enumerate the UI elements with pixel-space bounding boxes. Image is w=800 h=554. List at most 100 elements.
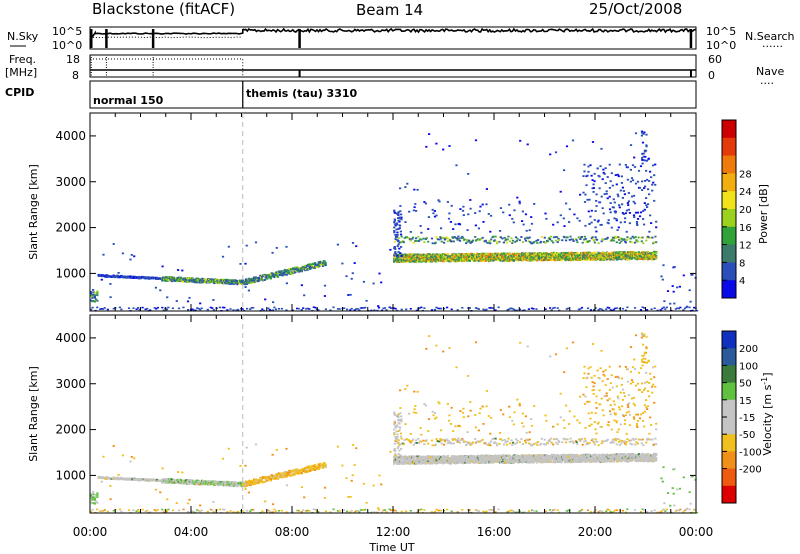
data-cell <box>533 203 536 205</box>
data-cell <box>459 208 462 210</box>
data-cell <box>469 199 472 201</box>
data-cell <box>646 178 649 181</box>
data-cell <box>93 300 96 303</box>
data-cell <box>254 276 257 279</box>
data-cell <box>679 306 682 309</box>
data-cell <box>188 280 191 283</box>
data-cell <box>241 308 244 310</box>
data-cell <box>518 200 521 203</box>
data-cell <box>188 482 191 485</box>
data-cell <box>592 238 595 241</box>
data-cell <box>596 238 599 241</box>
data-cell <box>461 307 464 309</box>
data-cell <box>588 240 591 242</box>
y-tick-label: 2000 <box>55 221 86 235</box>
data-cell <box>508 203 511 206</box>
data-cell <box>463 238 466 241</box>
data-cell <box>514 241 517 243</box>
data-cell <box>92 289 95 291</box>
data-cell <box>638 215 642 218</box>
data-cell <box>161 306 164 309</box>
data-cell <box>443 260 446 262</box>
data-cell <box>627 208 630 211</box>
data-cell <box>261 510 264 512</box>
data-cell <box>588 198 591 201</box>
data-cell <box>91 502 94 505</box>
data-cell <box>488 307 491 309</box>
data-cell <box>298 470 302 473</box>
data-cell <box>292 270 295 273</box>
data-cell <box>431 208 434 211</box>
data-cell <box>636 211 639 214</box>
noise-tick-top-left: 10^5 <box>52 25 82 38</box>
data-cell <box>683 307 687 310</box>
data-cell <box>516 252 519 255</box>
data-cell <box>615 219 618 222</box>
data-cell <box>580 252 584 255</box>
data-cell <box>129 477 132 480</box>
noise-tick-bot-right: 10^0 <box>706 39 736 52</box>
data-cell <box>415 254 418 257</box>
data-cell <box>493 254 496 257</box>
data-cell <box>399 187 402 190</box>
data-cell <box>589 215 592 218</box>
data-cell <box>555 256 558 259</box>
data-cell <box>167 508 170 511</box>
data-cell <box>559 190 562 193</box>
data-cell <box>593 239 596 242</box>
data-cell <box>655 254 658 257</box>
data-cell <box>544 308 547 310</box>
data-cell <box>195 479 198 482</box>
data-cell <box>153 509 156 511</box>
data-cell <box>246 509 249 512</box>
data-cell <box>362 307 365 309</box>
data-cell <box>423 201 426 203</box>
data-cell <box>263 279 266 281</box>
data-cell <box>351 272 354 275</box>
data-cell <box>498 240 501 243</box>
data-cell <box>485 510 488 513</box>
data-cell <box>90 308 93 311</box>
data-cell <box>591 179 594 181</box>
data-cell <box>268 511 271 513</box>
data-cell <box>90 493 93 495</box>
data-cell <box>545 217 548 220</box>
data-cell <box>399 205 402 207</box>
data-cell <box>489 242 492 245</box>
data-cell <box>132 509 135 511</box>
data-cell <box>594 210 597 212</box>
data-cell <box>427 258 430 261</box>
data-cell <box>90 292 93 295</box>
data-cell <box>579 308 582 310</box>
noise-box <box>89 26 697 50</box>
data-cell <box>92 300 95 302</box>
data-cell <box>647 157 650 160</box>
data-cell <box>641 236 644 239</box>
status-panel: N.Sky Freq. [MHz] CPID 10^5 10^0 18 8 10… <box>5 25 795 109</box>
data-cell <box>656 511 659 514</box>
data-cell <box>641 508 644 510</box>
data-cell <box>397 251 400 253</box>
data-cell <box>604 238 607 240</box>
data-cell <box>665 508 668 511</box>
data-cell <box>696 511 699 514</box>
data-cell <box>477 260 480 262</box>
data-cell <box>608 509 611 511</box>
data-cell <box>245 485 249 487</box>
nave-label: Nave <box>756 65 784 78</box>
data-cell <box>630 195 634 198</box>
power-data <box>90 130 699 312</box>
data-cell <box>563 256 566 258</box>
data-cell <box>616 229 619 231</box>
data-cell <box>576 217 579 220</box>
data-cell <box>90 510 93 513</box>
data-cell <box>291 511 294 513</box>
data-cell <box>616 173 619 176</box>
data-cell <box>628 222 631 225</box>
data-cell <box>515 511 518 514</box>
data-cell <box>449 221 452 223</box>
data-cell <box>265 275 268 278</box>
data-cell <box>642 152 645 155</box>
data-cell <box>186 300 190 303</box>
data-cell <box>268 309 271 311</box>
